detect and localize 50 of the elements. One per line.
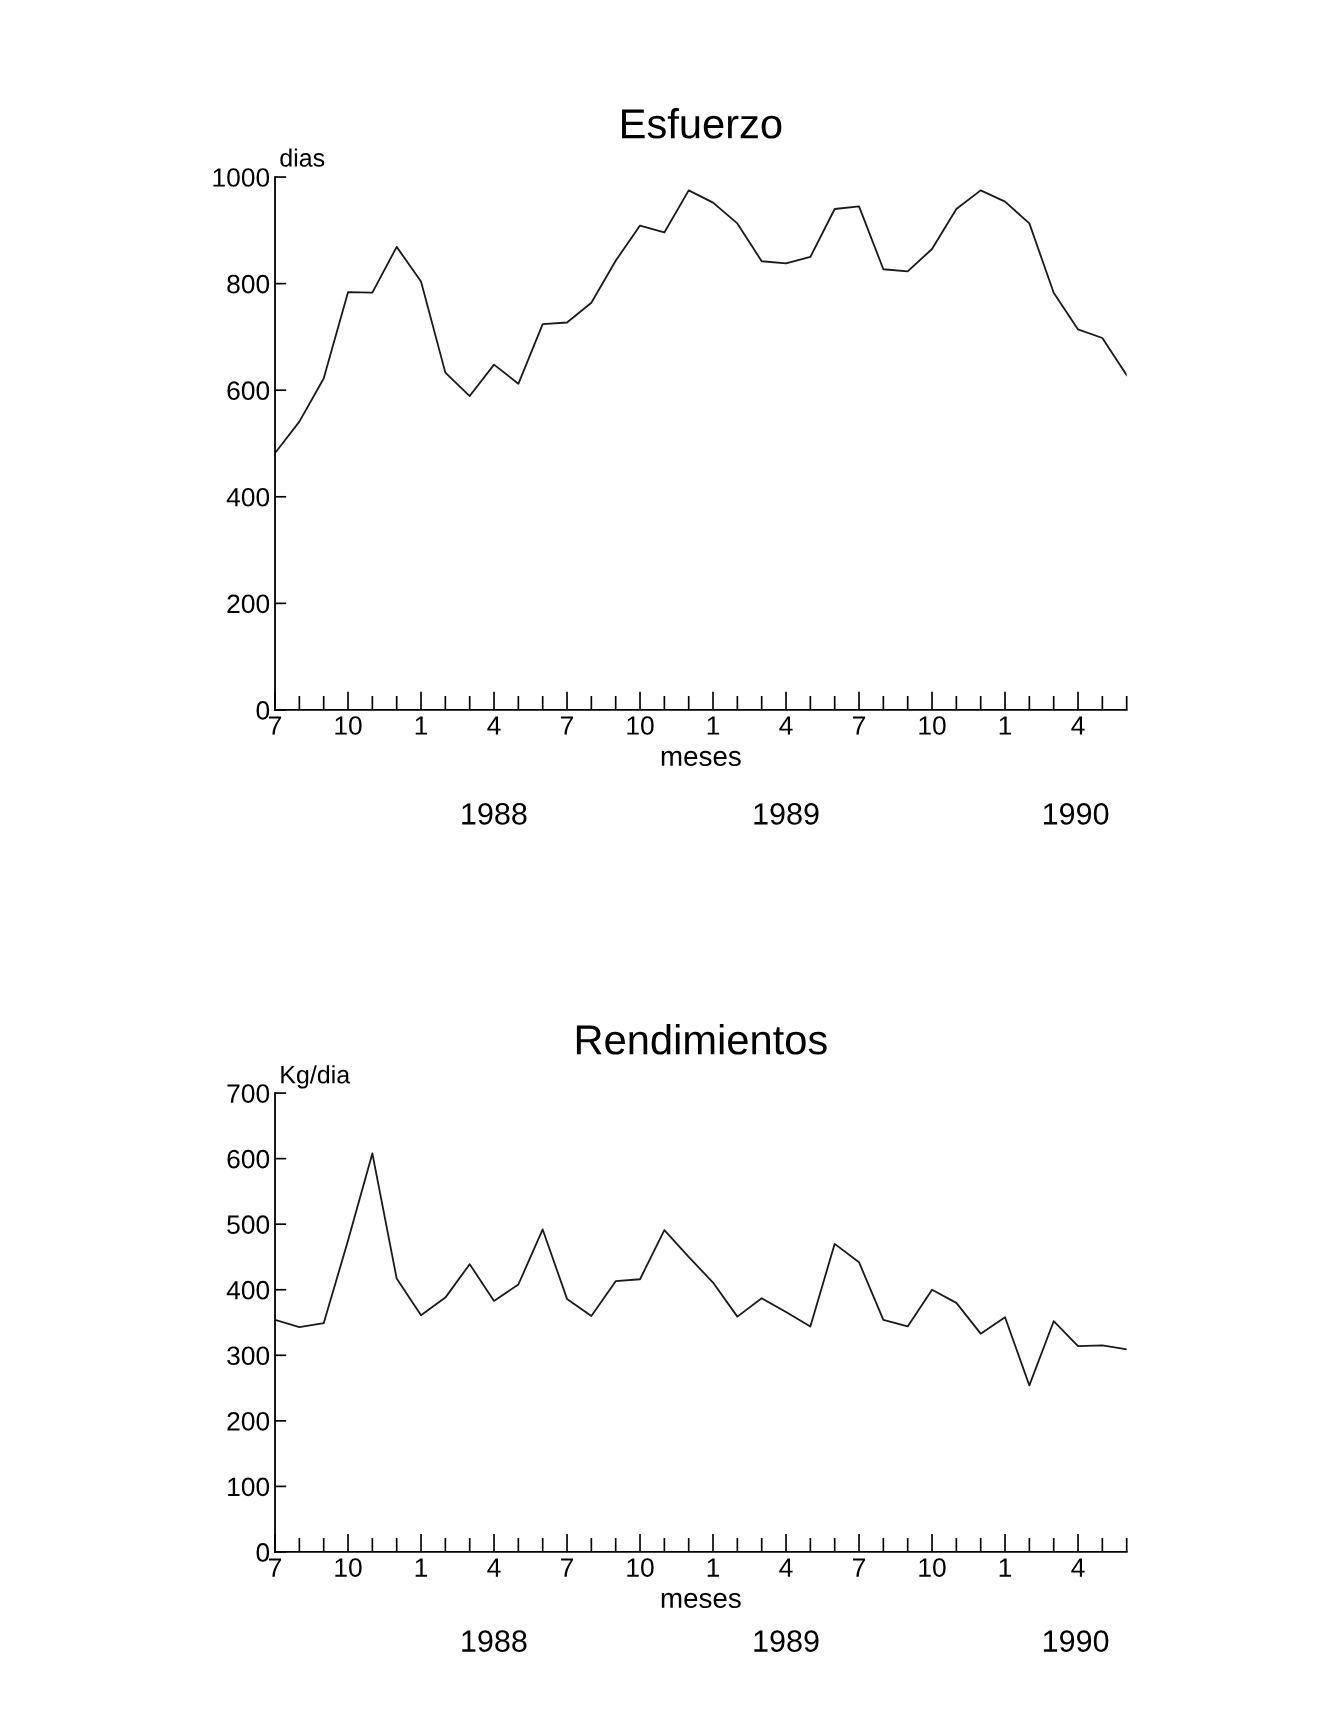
x-tick-label: 7 xyxy=(269,1558,282,1577)
x-tick-label: 7 xyxy=(269,716,282,735)
x-tick-label: 4 xyxy=(1071,716,1085,735)
chart-title: Esfuerzo xyxy=(622,108,782,139)
y-tick-label: 1000 xyxy=(213,168,270,187)
x-tick-label: 1 xyxy=(999,716,1012,735)
text: 1989 xyxy=(754,1630,819,1652)
text: 1990 xyxy=(1043,1630,1109,1652)
y-tick-label: 800 xyxy=(227,274,270,294)
x-tick-label: 4 xyxy=(487,1558,501,1577)
x-tick-label: 4 xyxy=(1071,1558,1085,1577)
x-axis-title: meses xyxy=(661,1592,741,1609)
y-tick-label: 700 xyxy=(227,1084,270,1103)
text: 1990 xyxy=(1043,803,1109,825)
x-tick-label: 10 xyxy=(627,1558,654,1577)
y-axis-title: dias xyxy=(280,148,325,167)
chart-title: Rendimientos xyxy=(576,1023,827,1055)
x-tick-label: 1 xyxy=(999,1558,1012,1577)
x-tick-label: 7 xyxy=(853,716,866,735)
x-axis-title: meses xyxy=(661,750,741,767)
text: 1989 xyxy=(754,803,819,825)
y-tick-label: 500 xyxy=(227,1215,270,1234)
y-tick-label: 0 xyxy=(256,1543,270,1562)
y-tick-label: 200 xyxy=(227,594,270,614)
x-tick-label: 1 xyxy=(415,716,428,735)
text: 1988 xyxy=(462,1630,527,1652)
x-tick-label: 1 xyxy=(707,1558,720,1577)
y-axis-title: Kg/dia xyxy=(281,1065,351,1089)
y-tick-label: 0 xyxy=(256,701,270,720)
x-tick-label: 10 xyxy=(335,1558,362,1577)
text: 1988 xyxy=(462,803,527,825)
y-tick-label: 600 xyxy=(227,381,270,401)
x-tick-label: 1 xyxy=(415,1558,428,1577)
y-tick-label: 200 xyxy=(227,1411,270,1431)
x-tick-label: 4 xyxy=(779,1558,793,1577)
y-tick-label: 100 xyxy=(228,1477,270,1497)
x-tick-label: 10 xyxy=(919,716,946,735)
x-tick-label: 7 xyxy=(561,716,574,735)
x-tick-label: 7 xyxy=(561,1558,574,1577)
y-tick-label: 400 xyxy=(226,1280,270,1300)
x-tick-label: 10 xyxy=(627,716,654,735)
x-tick-label: 4 xyxy=(779,716,793,735)
y-tick-label: 300 xyxy=(227,1346,270,1366)
y-tick-label: 600 xyxy=(227,1149,270,1169)
y-tick-label: 400 xyxy=(226,487,270,507)
x-tick-label: 1 xyxy=(707,716,720,735)
x-tick-label: 7 xyxy=(853,1558,866,1577)
x-tick-label: 10 xyxy=(335,716,362,735)
x-tick-label: 10 xyxy=(919,1558,946,1577)
x-tick-label: 4 xyxy=(487,716,501,735)
